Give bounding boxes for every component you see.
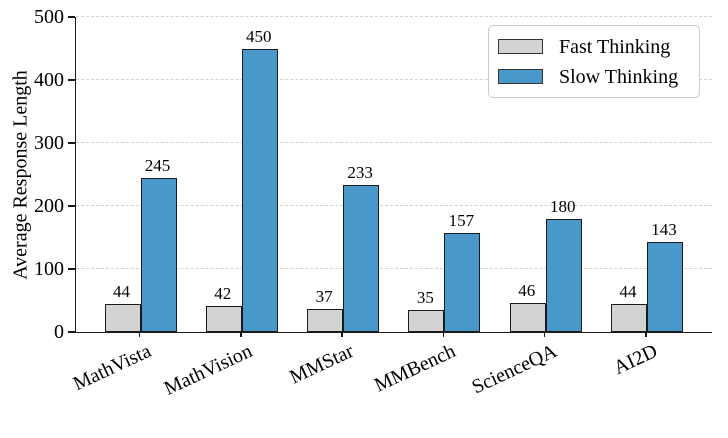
gridline: [76, 205, 712, 206]
x-tick-label-mmbench: MMBench: [370, 340, 459, 397]
y-tick-mark: [68, 79, 75, 81]
x-tick-mark: [645, 332, 647, 337]
plot-area: [75, 16, 712, 333]
y-tick-label: 100: [34, 258, 64, 280]
x-tick-label-mathvista: MathVista: [70, 340, 155, 396]
gridline: [76, 79, 712, 80]
value-label-fast-thinking-scienceqa: 46: [518, 281, 536, 301]
legend: Fast Thinking Slow Thinking: [488, 25, 700, 98]
y-tick-mark: [68, 205, 75, 207]
bar-slow-thinking-ai2d: [647, 241, 683, 332]
x-tick-mark: [341, 332, 343, 337]
legend-label-slow-thinking: Slow Thinking: [559, 65, 679, 88]
x-tick-label-mmstar: MMStar: [286, 340, 358, 389]
gridline: [76, 142, 712, 143]
bar-slow-thinking-mathvision: [241, 48, 278, 332]
legend-label-fast-thinking: Fast Thinking: [559, 35, 671, 58]
legend-swatch-slow-thinking: [498, 69, 543, 84]
value-label-fast-thinking-mmstar: 37: [315, 286, 333, 306]
bar-fast-thinking-mathvista: [104, 304, 141, 332]
value-label-fast-thinking-mathvision: 42: [214, 283, 232, 303]
x-tick-label-mathvision: MathVision: [161, 340, 257, 400]
value-label-fast-thinking-mmbench: 35: [416, 287, 434, 307]
y-tick-mark: [68, 331, 75, 333]
x-tick-mark: [138, 332, 141, 337]
legend-swatch-fast-thinking: [498, 39, 543, 54]
y-tick-label: 500: [34, 6, 64, 28]
value-label-slow-thinking-mmbench: 157: [448, 211, 475, 231]
x-tick-mark: [543, 332, 546, 337]
value-label-slow-thinking-scienceqa: 180: [549, 196, 576, 216]
x-tick-label-ai2d: AI2D: [610, 340, 662, 380]
x-tick-mark: [442, 332, 445, 337]
bar-fast-thinking-mmbench: [408, 309, 445, 332]
y-tick-mark: [68, 142, 75, 144]
value-label-fast-thinking-ai2d: 44: [619, 282, 637, 302]
y-tick-label: 300: [34, 132, 64, 154]
y-axis-label: Average Response Length: [9, 70, 32, 280]
bar-fast-thinking-mathvision: [205, 305, 242, 332]
value-label-slow-thinking-mathvision: 450: [246, 26, 272, 46]
gridline: [76, 268, 712, 269]
bar-slow-thinking-scienceqa: [545, 218, 582, 332]
x-tick-label-scienceqa: ScienceQA: [468, 340, 561, 399]
value-label-slow-thinking-mathvista: 245: [144, 155, 171, 175]
gridline: [76, 16, 712, 17]
legend-item-fast-thinking: Fast Thinking: [498, 36, 699, 58]
y-tick-mark: [68, 268, 75, 270]
value-label-slow-thinking-mmstar: 233: [347, 163, 373, 183]
y-tick-mark: [68, 16, 75, 18]
y-tick-label: 400: [34, 69, 64, 91]
y-tick-label: 0: [54, 321, 64, 343]
bar-slow-thinking-mmstar: [343, 185, 380, 332]
bar-fast-thinking-scienceqa: [509, 303, 546, 332]
bar-slow-thinking-mathvista: [140, 177, 177, 332]
value-label-fast-thinking-mathvista: 44: [113, 282, 130, 302]
bar-slow-thinking-mmbench: [444, 233, 481, 332]
value-label-slow-thinking-ai2d: 143: [651, 219, 677, 239]
legend-item-slow-thinking: Slow Thinking: [498, 66, 699, 88]
x-tick-mark: [240, 332, 242, 337]
bar-fast-thinking-ai2d: [611, 304, 647, 332]
y-tick-label: 200: [34, 195, 64, 217]
bar-fast-thinking-mmstar: [307, 308, 344, 332]
